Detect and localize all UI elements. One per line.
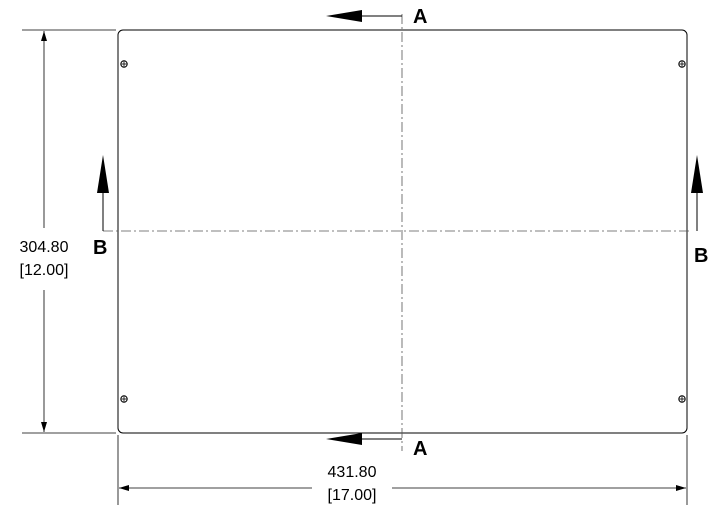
width-dimension-in: [17.00] [328,487,377,504]
section-arrow-a-top [326,10,402,22]
mounting-hole-bottom-left [120,395,128,403]
mounting-hole-top-left [120,60,128,68]
mounting-hole-top-right [678,60,686,68]
mounting-hole-bottom-right [678,395,686,403]
height-dimension-in: [12.00] [20,262,69,279]
section-arrow-b-left [97,155,109,231]
width-dimension-mm: 431.80 [328,464,377,481]
section-label-a-bottom: A [413,438,427,460]
section-label-b-left: B [93,237,107,259]
section-label-b-right: B [694,245,708,267]
section-label-a-top: A [413,6,427,28]
section-arrow-b-right [691,155,703,231]
height-dimension [22,29,116,434]
section-arrow-a-bottom [326,433,402,445]
height-dimension-mm: 304.80 [20,239,69,256]
panel-outline [117,29,688,434]
width-dimension [117,435,688,505]
